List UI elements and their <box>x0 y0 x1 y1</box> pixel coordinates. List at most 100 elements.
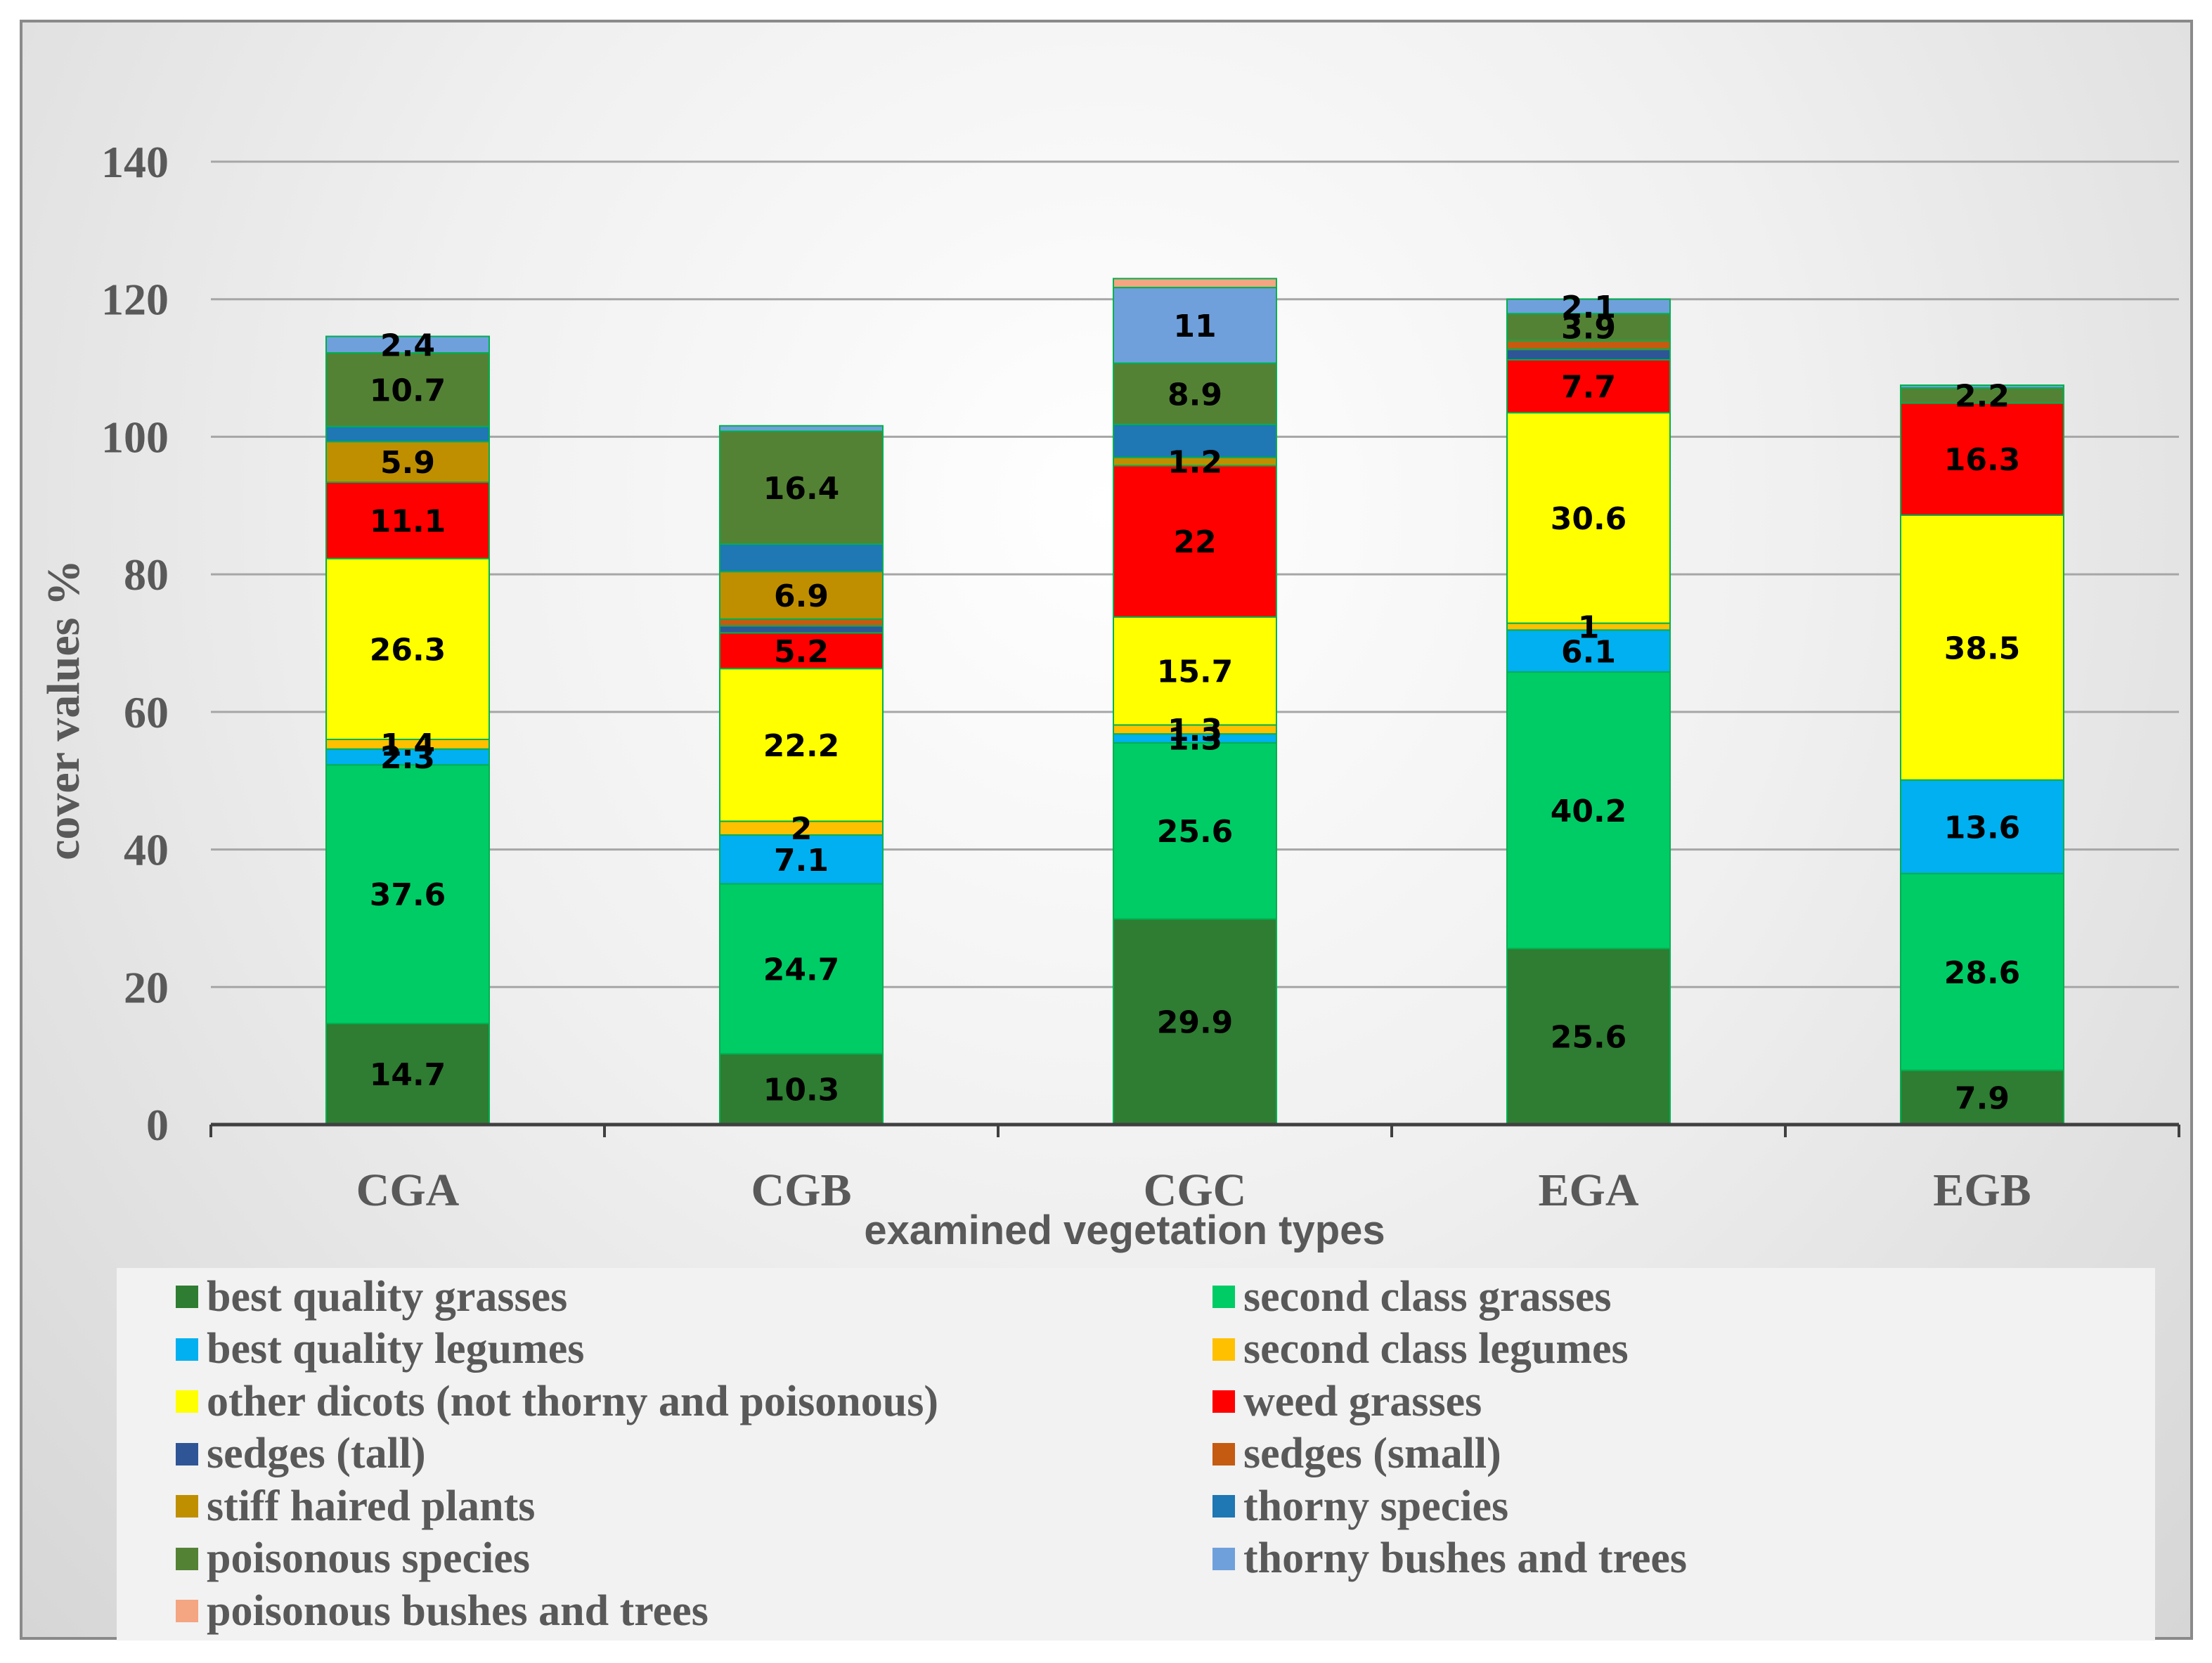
legend-item: sedges (tall) <box>176 1428 1212 1481</box>
bar-segment <box>1900 384 2064 389</box>
data-label: 1.2 <box>1168 445 1222 481</box>
bar-segment <box>1506 358 1671 414</box>
bar-segment <box>1506 349 1671 361</box>
legend-background <box>117 1268 2155 1641</box>
bar-segment <box>1506 298 1671 315</box>
data-label: 6.9 <box>774 578 829 614</box>
bar-segment <box>719 632 884 670</box>
y-tick-label: 120 <box>101 275 169 325</box>
data-label: 2.4 <box>380 328 435 363</box>
data-label: 2.3 <box>380 740 435 776</box>
legend-item: weed grasses <box>1212 1376 2126 1428</box>
data-label: 16.4 <box>763 471 840 507</box>
legend-label: sedges (tall) <box>207 1430 426 1478</box>
data-label: 7.9 <box>1955 1080 2010 1116</box>
y-tick-label: 80 <box>124 550 169 600</box>
y-axis-label: cover values % <box>38 559 89 860</box>
bar-segment <box>1113 918 1277 1125</box>
legend-label: stiff haired plants <box>207 1482 536 1530</box>
legend-item: thorny species <box>1212 1480 2126 1533</box>
legend-label: sedges (small) <box>1243 1430 1501 1478</box>
legend-item: poisonous species <box>176 1533 1212 1586</box>
legend-label: poisonous species <box>207 1534 530 1583</box>
legend-swatch <box>176 1547 198 1570</box>
data-label: 22 <box>1173 524 1216 560</box>
bar-segment <box>325 557 490 741</box>
data-label: 25.6 <box>1157 814 1234 850</box>
legend-swatch <box>1212 1442 1235 1465</box>
bar-segment <box>1113 423 1277 458</box>
data-label: 2.1 <box>1561 290 1616 325</box>
bar-segment <box>1113 616 1277 726</box>
data-label: 26.3 <box>370 632 446 668</box>
bar-segment <box>1506 671 1671 950</box>
legend-label: best quality grasses <box>207 1272 568 1321</box>
data-label: 40.2 <box>1551 794 1627 829</box>
data-label: 13.6 <box>1944 810 2021 846</box>
bar-segment <box>1900 779 2064 874</box>
legend-item: second class grasses <box>1212 1271 2126 1324</box>
legend-swatch <box>1212 1495 1235 1518</box>
data-label: 1.3 <box>1168 722 1222 758</box>
bar-segment <box>719 625 884 634</box>
legend-item: other dicots (not thorny and poisonous) <box>176 1376 1212 1428</box>
legend-swatch <box>176 1495 198 1518</box>
data-label: 38.5 <box>1944 630 2021 666</box>
data-label: 10.7 <box>370 373 446 408</box>
bar-segment <box>325 1023 490 1126</box>
legend-swatch <box>176 1286 198 1309</box>
bar-segment <box>1506 947 1671 1125</box>
data-label: 1 <box>1578 610 1600 646</box>
data-label: 10.3 <box>763 1073 840 1108</box>
y-tick-label: 40 <box>124 825 169 875</box>
x-tick-label: CGA <box>356 1165 460 1216</box>
data-label: 8.9 <box>1168 377 1222 413</box>
y-tick-label: 60 <box>124 687 169 737</box>
data-label: 15.7 <box>1157 654 1234 690</box>
bar-segment <box>325 352 490 427</box>
legend-label: poisonous bushes and trees <box>207 1586 709 1635</box>
legend-swatch <box>1212 1338 1235 1361</box>
bar-segment <box>1113 465 1277 618</box>
data-label: 25.6 <box>1551 1020 1627 1056</box>
data-label: 29.9 <box>1157 1005 1234 1041</box>
bar-segment <box>325 481 490 559</box>
bar-segment <box>1113 362 1277 425</box>
legend-swatch <box>1212 1547 1235 1570</box>
legend-item: poisonous bushes and trees <box>176 1585 1212 1638</box>
x-tick-label: EGB <box>1933 1165 2031 1216</box>
data-label: 1.4 <box>380 727 435 763</box>
bar-segment <box>325 425 490 443</box>
data-label: 6.1 <box>1561 634 1616 670</box>
data-label: 28.6 <box>1944 955 2021 991</box>
data-label: 37.6 <box>370 877 446 913</box>
legend-swatch <box>176 1442 198 1465</box>
legend-item: best quality legumes <box>176 1324 1212 1376</box>
x-axis-label: examined vegetation types <box>864 1208 1385 1253</box>
y-tick-label: 20 <box>124 962 169 1012</box>
data-label: 2.2 <box>1955 379 2010 415</box>
bar-segment <box>1900 872 2064 1071</box>
data-label: 16.3 <box>1944 442 2021 478</box>
legend-swatch <box>1212 1390 1235 1413</box>
bar-segment <box>719 668 884 822</box>
bar-segment <box>1113 278 1277 289</box>
legend-swatch <box>176 1390 198 1413</box>
legend-swatch <box>176 1338 198 1361</box>
bar-segment <box>719 430 884 545</box>
y-tick-label: 0 <box>146 1100 169 1150</box>
bar-segment <box>1900 1069 2064 1126</box>
legend-label: second class legumes <box>1243 1325 1629 1373</box>
legend-label: best quality legumes <box>207 1325 585 1373</box>
y-tick-label: 140 <box>101 137 169 187</box>
legend-item: stiff haired plants <box>176 1480 1212 1533</box>
bar-segment <box>325 764 490 1025</box>
data-label: 5.9 <box>380 445 435 481</box>
data-label: 7.7 <box>1561 370 1616 406</box>
x-tick-label: CGB <box>751 1165 851 1216</box>
legend-item: thorny bushes and trees <box>1212 1533 2126 1586</box>
data-label: 2 <box>791 811 813 847</box>
bar-segment <box>1900 514 2064 781</box>
legend-item: best quality grasses <box>176 1271 1212 1324</box>
